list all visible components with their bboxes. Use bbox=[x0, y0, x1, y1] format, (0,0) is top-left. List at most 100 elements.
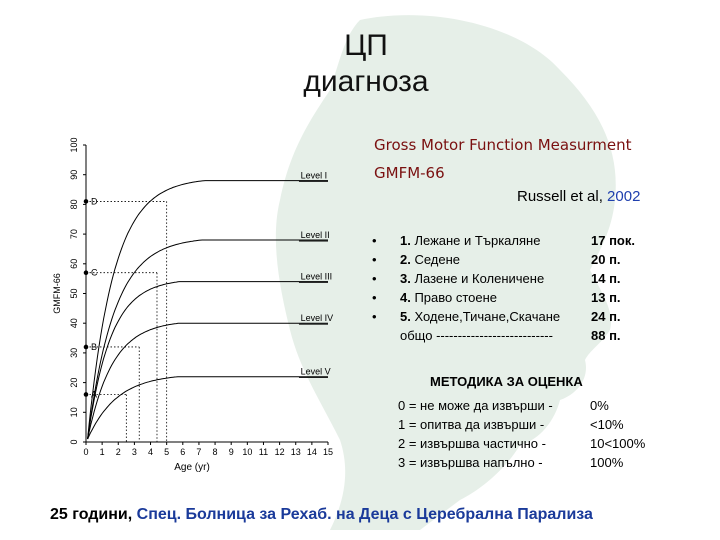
x-tick-label: 4 bbox=[148, 447, 153, 457]
marker-point bbox=[83, 392, 89, 397]
domain-label: 2. Седене bbox=[400, 250, 460, 269]
domain-text: Седене bbox=[410, 252, 461, 267]
y-tick-label: 90 bbox=[69, 170, 79, 180]
domain-item: • 2. Седене 20 п. bbox=[372, 250, 672, 269]
bullet: • bbox=[372, 233, 377, 248]
x-tick-label: 5 bbox=[164, 447, 169, 457]
y-tick-label: 100 bbox=[69, 137, 79, 152]
domain-number: 1. bbox=[400, 233, 411, 248]
domain-points: 14 п. bbox=[591, 271, 621, 286]
domain-list: • 1. Лежане и Търкаляне 17 пок. • 2. Седене 2… bbox=[372, 231, 672, 345]
footer-age: 25 години, bbox=[50, 506, 133, 523]
y-tick-label: 30 bbox=[69, 348, 79, 358]
x-tick-label: 12 bbox=[275, 447, 285, 457]
method-value: 0% bbox=[590, 398, 609, 413]
y-axis-label: GMFM-66 bbox=[52, 273, 62, 314]
footer-institution: Спец. Болница за Рехаб. на Деца с Церебр… bbox=[132, 506, 593, 523]
x-tick-label: 13 bbox=[291, 447, 301, 457]
marker-label: C bbox=[91, 268, 98, 278]
x-tick-label: 6 bbox=[180, 447, 185, 457]
title-line-2: диагноза bbox=[303, 65, 429, 98]
x-tick-label: 9 bbox=[229, 447, 234, 457]
y-tick-label: 40 bbox=[69, 318, 79, 328]
domain-item: • 5. Ходене,Тичане,Скачане 24 п. bbox=[372, 307, 672, 326]
domain-points: 17 пок. bbox=[591, 233, 635, 248]
series-line bbox=[87, 376, 328, 440]
marker-point bbox=[83, 270, 89, 276]
y-tick-label: 50 bbox=[69, 288, 79, 298]
y-tick-label: 70 bbox=[69, 229, 79, 239]
series-label: Level II bbox=[301, 230, 330, 240]
domain-number: 3. bbox=[400, 271, 411, 286]
series-line bbox=[87, 281, 328, 440]
domain-label: 1. Лежане и Търкаляне bbox=[400, 231, 540, 250]
domain-item: • 1. Лежане и Търкаляне 17 пок. bbox=[372, 231, 672, 250]
method-value: 100% bbox=[590, 455, 624, 470]
marker-label: A bbox=[91, 389, 97, 399]
reference-author: Russell et al, bbox=[517, 188, 608, 205]
marker-label: D bbox=[91, 196, 98, 206]
method-desc: 1 = опитва да извърши - bbox=[398, 417, 545, 432]
gmfm-line-2: GMFM-66 bbox=[374, 164, 445, 182]
x-tick-label: 15 bbox=[323, 447, 333, 457]
y-tick-label: 20 bbox=[69, 378, 79, 388]
method-value: 10<100% bbox=[590, 436, 646, 451]
domain-text: Лазене и Коленичене bbox=[410, 271, 545, 286]
domain-number: 4. bbox=[400, 290, 411, 305]
x-tick-label: 3 bbox=[132, 447, 137, 457]
domain-text: Лежане и Търкаляне bbox=[410, 233, 541, 248]
x-axis-label: Age (yr) bbox=[174, 462, 210, 473]
series-line bbox=[87, 239, 328, 440]
y-tick-label: 0 bbox=[69, 439, 79, 444]
gmfm-heading: Gross Motor Function Measurment GMFM-66 bbox=[374, 131, 632, 187]
x-tick-label: 1 bbox=[100, 447, 105, 457]
x-tick-label: 2 bbox=[116, 447, 121, 457]
y-tick-label: 80 bbox=[69, 199, 79, 209]
total-label: общо --------------------------- bbox=[400, 328, 553, 343]
head-silhouette-shape bbox=[275, 15, 616, 530]
domain-label: 3. Лазене и Коленичене bbox=[400, 269, 544, 288]
x-tick-label: 0 bbox=[83, 447, 88, 457]
marker-label: B bbox=[91, 342, 97, 352]
series-line bbox=[87, 322, 328, 440]
series-label: Level I bbox=[301, 171, 328, 181]
domain-points: 24 п. bbox=[591, 309, 621, 324]
method-desc: 0 = не може да извърши - bbox=[398, 398, 553, 413]
method-desc: 3 = извършва напълно - bbox=[398, 455, 543, 470]
series-label: Level IV bbox=[301, 313, 334, 323]
reference-year: 2002 bbox=[607, 188, 641, 205]
bullet: • bbox=[372, 252, 377, 267]
x-tick-label: 11 bbox=[259, 447, 268, 457]
domain-number: 5. bbox=[400, 309, 411, 324]
footer: 25 години, Спец. Болница за Рехаб. на Де… bbox=[50, 506, 593, 524]
y-tick-label: 10 bbox=[69, 407, 79, 417]
x-tick-label: 10 bbox=[242, 447, 252, 457]
title-line-1: ЦП bbox=[344, 29, 388, 62]
marker-point bbox=[83, 199, 89, 204]
gmfm-line-1: Gross Motor Function Measurment bbox=[374, 136, 632, 154]
domain-item: • 3. Лазене и Коленичене 14 п. bbox=[372, 269, 672, 288]
domain-text: Ходене,Тичане,Скачане bbox=[410, 309, 561, 324]
domain-text: Право стоене bbox=[410, 290, 498, 305]
x-tick-label: 14 bbox=[307, 447, 317, 457]
marker-point bbox=[83, 344, 89, 350]
bullet: • bbox=[372, 309, 377, 324]
series-label: Level III bbox=[301, 272, 333, 282]
domain-label: 5. Ходене,Тичане,Скачане bbox=[400, 307, 560, 326]
reference: Russell et al, 2002 bbox=[517, 188, 640, 205]
domain-number: 2. bbox=[400, 252, 411, 267]
y-tick-label: 60 bbox=[69, 259, 79, 269]
bullet: • bbox=[372, 271, 377, 286]
bullet: • bbox=[372, 290, 377, 305]
total-row: общо --------------------------- 88 п. bbox=[372, 326, 672, 345]
total-points: 88 п. bbox=[591, 328, 621, 343]
x-tick-label: 8 bbox=[213, 447, 218, 457]
domain-points: 20 п. bbox=[591, 252, 621, 267]
domain-points: 13 п. bbox=[591, 290, 621, 305]
method-title: МЕТОДИКА ЗА ОЦЕНКА bbox=[430, 374, 583, 389]
domain-item: • 4. Право стоене 13 п. bbox=[372, 288, 672, 307]
domain-label: 4. Право стоене bbox=[400, 288, 497, 307]
method-value: <10% bbox=[590, 417, 624, 432]
